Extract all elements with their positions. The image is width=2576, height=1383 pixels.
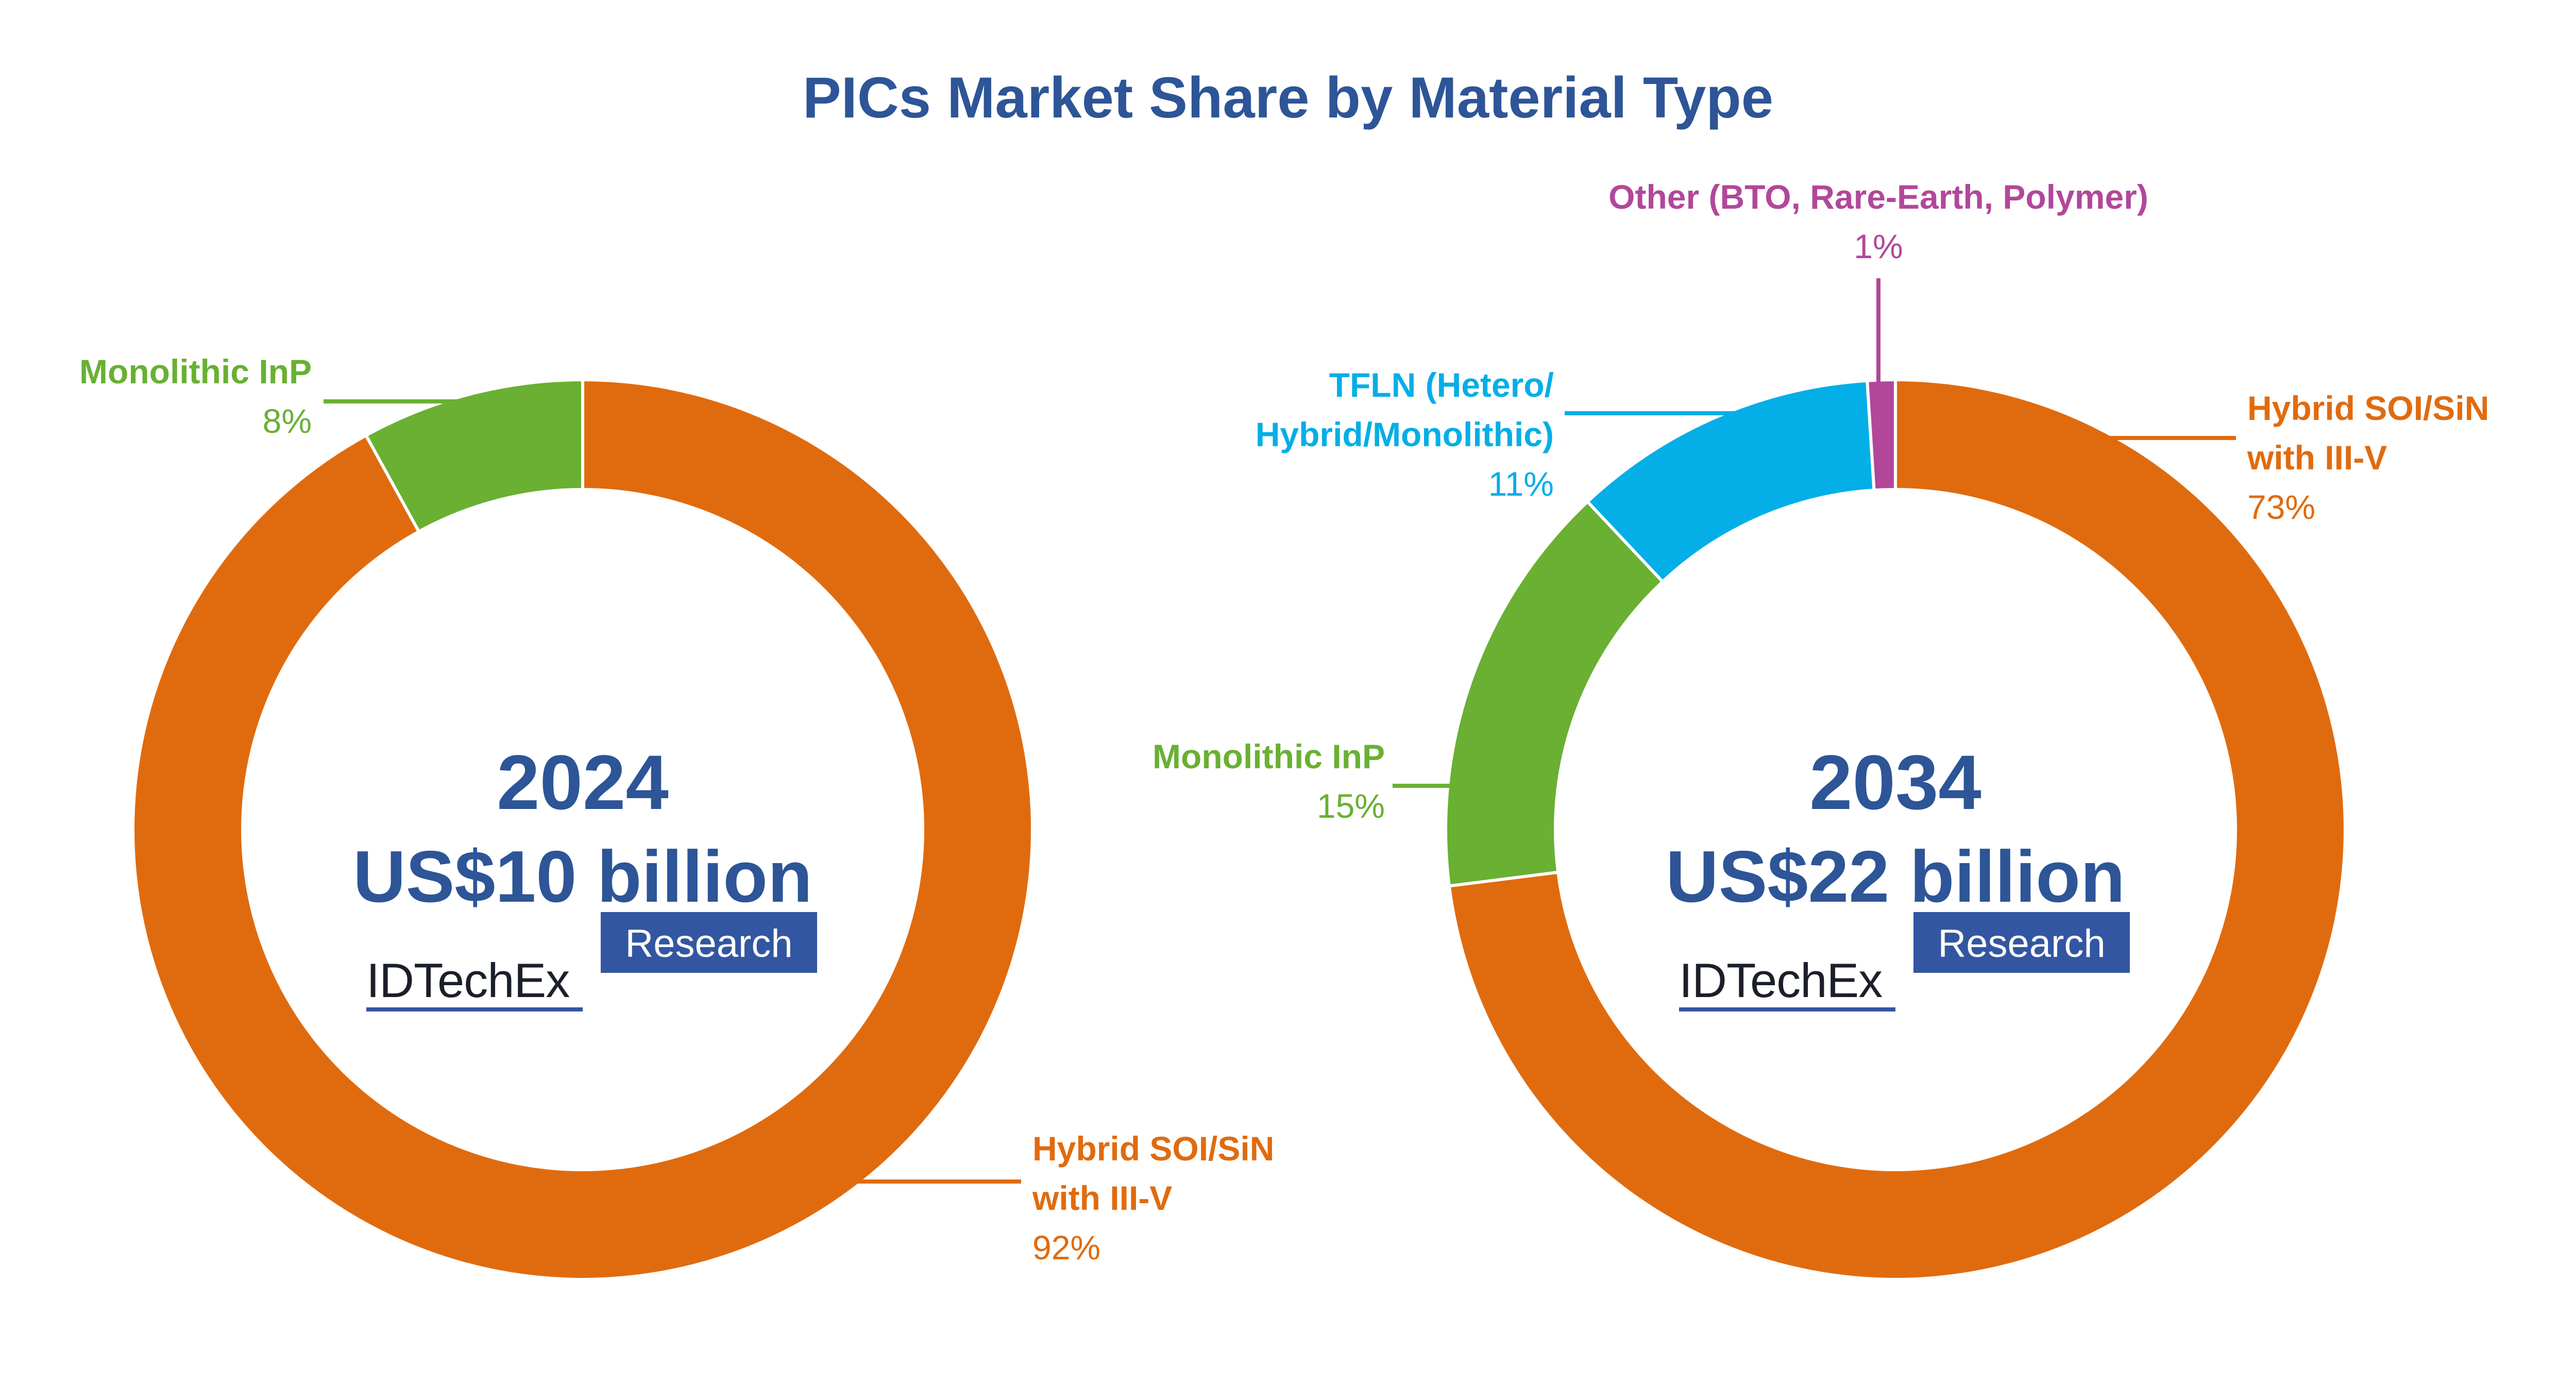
center-year: 2024 (497, 739, 669, 825)
slice-hybrid-soi-sin-with-iii-v (1447, 378, 2347, 1281)
slice-value-label: 15% (1317, 787, 1385, 825)
slice-value-label: 11% (1488, 465, 1554, 503)
charts-layer: Hybrid SOI/SiN with III-V 92% Monolithic In… (79, 178, 2489, 1281)
slice-value-label: 1% (1854, 227, 1903, 265)
slice-hybrid-soi-sin-with-iii-v (131, 378, 1034, 1281)
chart-title: PICs Market Share by Material Type (803, 65, 1773, 130)
donut-chart-2034: Hybrid SOI/SiN with III-V 73% Monolithic In… (1153, 178, 2489, 1281)
logo-wordmark: IDTechEx (366, 953, 569, 1007)
slice-label: Other (BTO, Rare-Earth, Polymer) (1608, 178, 2148, 216)
center-market-size: US$22 billion (1666, 836, 2125, 918)
center-market-size: US$10 billion (353, 836, 812, 918)
slice-label: Monolithic InP (1153, 737, 1385, 775)
slice-value-label: 73% (2247, 488, 2315, 526)
logo-badge (601, 912, 817, 973)
slice-value-label: 92% (1032, 1228, 1100, 1267)
slice-value-label: 8% (263, 402, 312, 440)
logo-badge-text: Research (625, 922, 792, 966)
logo-badge (1913, 912, 2130, 973)
logo-badge-text: Research (1938, 922, 2105, 966)
logo-wordmark: IDTechEx (1679, 953, 1882, 1007)
slice-label: Hybrid SOI/SiN (2247, 389, 2489, 427)
center-year: 2034 (1809, 739, 1981, 825)
donut-chart-2024: Hybrid SOI/SiN with III-V 92% Monolithic In… (79, 352, 1274, 1281)
slice-label: Hybrid/Monolithic) (1256, 415, 1554, 453)
slice-monolithic-inp (364, 378, 584, 534)
idtechex-logo: IDTechEx Research (1679, 912, 2130, 1011)
slice-label: Monolithic InP (79, 352, 312, 391)
slice-monolithic-inp (1444, 499, 1665, 888)
logo-underline (366, 1007, 583, 1011)
idtechex-logo: IDTechEx Research (366, 912, 817, 1011)
slice-label: TFLN (Hetero/ (1329, 366, 1554, 404)
slice-label: with III-V (1032, 1179, 1172, 1217)
slice-label: with III-V (2247, 438, 2387, 477)
logo-underline (1679, 1007, 1895, 1011)
slice-label: Hybrid SOI/SiN (1032, 1129, 1274, 1168)
